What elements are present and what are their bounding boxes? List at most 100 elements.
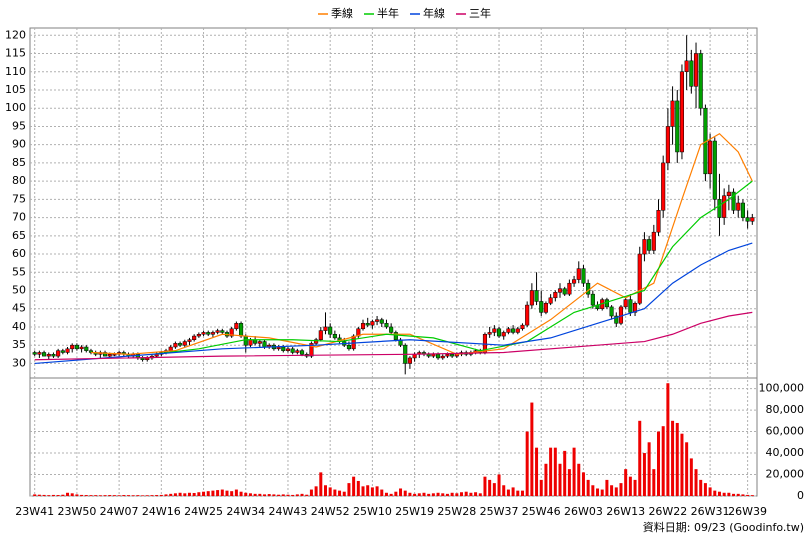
volume-bar bbox=[516, 490, 520, 496]
x-tick-label: 24W16 bbox=[142, 505, 181, 518]
candle-body bbox=[440, 355, 445, 359]
volume-bar bbox=[89, 495, 93, 496]
volume-bar bbox=[141, 495, 145, 496]
volume-bar bbox=[277, 494, 281, 496]
volume-bar bbox=[652, 469, 656, 496]
volume-bar bbox=[202, 491, 206, 496]
candle-body bbox=[675, 100, 680, 153]
volume-bar bbox=[717, 491, 721, 496]
candle-body bbox=[370, 321, 375, 326]
volume-tick-label: 0 bbox=[797, 489, 804, 502]
candle-body bbox=[220, 330, 225, 333]
volume-bar bbox=[605, 479, 609, 496]
candle-body bbox=[492, 328, 497, 333]
volume-bar bbox=[323, 485, 327, 496]
candle-body bbox=[511, 328, 516, 333]
candle-body bbox=[187, 339, 192, 342]
plot-frame bbox=[29, 27, 758, 497]
volume-bar bbox=[427, 493, 431, 496]
y-tick-label: 45 bbox=[12, 302, 26, 315]
candle-body bbox=[572, 279, 577, 284]
volume-bar bbox=[460, 492, 464, 496]
candle-body bbox=[79, 346, 84, 350]
candle-body bbox=[314, 339, 319, 344]
volume-bar bbox=[333, 489, 337, 496]
candle-body bbox=[431, 354, 436, 357]
volume-bar bbox=[511, 487, 515, 496]
candle-body bbox=[65, 348, 70, 353]
candle-body bbox=[501, 332, 506, 337]
volume-bar bbox=[131, 495, 135, 496]
volume-bar bbox=[399, 488, 403, 496]
candle-body bbox=[722, 195, 727, 218]
volume-bar bbox=[638, 420, 642, 496]
volume-bar bbox=[244, 492, 248, 496]
volume-bar bbox=[164, 494, 168, 496]
candle-body bbox=[56, 350, 61, 357]
volume-tick-label: 80,000 bbox=[766, 403, 805, 416]
volume-bar bbox=[417, 493, 421, 496]
candle-body bbox=[576, 268, 581, 280]
y-tick-label: 65 bbox=[12, 229, 26, 242]
volume-bar bbox=[525, 431, 529, 496]
volume-bar bbox=[281, 494, 285, 496]
candle-body bbox=[637, 253, 642, 304]
y-tick-label: 115 bbox=[5, 47, 26, 60]
volume-bar bbox=[713, 490, 717, 496]
volume-bar bbox=[703, 483, 707, 496]
candle-body bbox=[590, 293, 595, 306]
candle-body bbox=[332, 334, 337, 339]
candle-body bbox=[534, 290, 539, 302]
y-tick-label: 60 bbox=[12, 247, 26, 260]
volume-bar bbox=[126, 495, 130, 496]
y-tick-label: 70 bbox=[12, 211, 26, 224]
volume-bar bbox=[234, 489, 238, 496]
candle-body bbox=[37, 352, 42, 355]
candle-body bbox=[548, 297, 553, 304]
x-tick-label: 25W46 bbox=[522, 505, 561, 518]
volume-bar bbox=[553, 447, 557, 496]
y-tick-label: 110 bbox=[5, 65, 26, 78]
candle-body bbox=[51, 354, 56, 357]
volume-bar bbox=[267, 494, 271, 496]
volume-bar bbox=[441, 493, 445, 496]
volume-bar bbox=[577, 463, 581, 496]
candle-body bbox=[670, 100, 675, 127]
ma-line bbox=[90, 132, 753, 355]
volume-bar bbox=[497, 474, 501, 496]
volume-bar bbox=[108, 495, 112, 496]
volume-bar bbox=[502, 485, 506, 496]
candle-body bbox=[178, 343, 183, 346]
volume-bar bbox=[47, 495, 51, 496]
volume-tick-label: 40,000 bbox=[766, 446, 805, 459]
y-tick-label: 50 bbox=[12, 284, 26, 297]
volume-bar bbox=[309, 489, 313, 496]
y-tick-label: 40 bbox=[12, 320, 26, 333]
volume-bar bbox=[178, 492, 182, 496]
volume-bar bbox=[544, 463, 548, 496]
candle-body bbox=[750, 217, 755, 222]
volume-bar bbox=[685, 442, 689, 496]
candle-body bbox=[525, 304, 530, 326]
volume-bar bbox=[624, 469, 628, 496]
volume-bar bbox=[614, 487, 618, 496]
candle-body bbox=[436, 354, 441, 359]
volume-bar bbox=[436, 492, 440, 496]
volume-bar bbox=[591, 485, 595, 496]
candle-body bbox=[107, 354, 112, 357]
volume-bar bbox=[596, 488, 600, 496]
candle-body bbox=[201, 332, 206, 335]
candle-body bbox=[717, 199, 722, 218]
volume-bar bbox=[80, 494, 84, 496]
volume-bar bbox=[535, 447, 539, 496]
volume-bar bbox=[610, 485, 614, 496]
candle-body bbox=[379, 319, 384, 324]
volume-bar bbox=[230, 491, 234, 496]
volume-bar bbox=[431, 493, 435, 496]
volume-bar bbox=[183, 493, 187, 496]
candle-body bbox=[46, 354, 51, 357]
volume-bar bbox=[506, 489, 510, 496]
candle-body bbox=[712, 140, 717, 200]
candle-body bbox=[262, 341, 267, 348]
candle-body bbox=[520, 324, 525, 330]
